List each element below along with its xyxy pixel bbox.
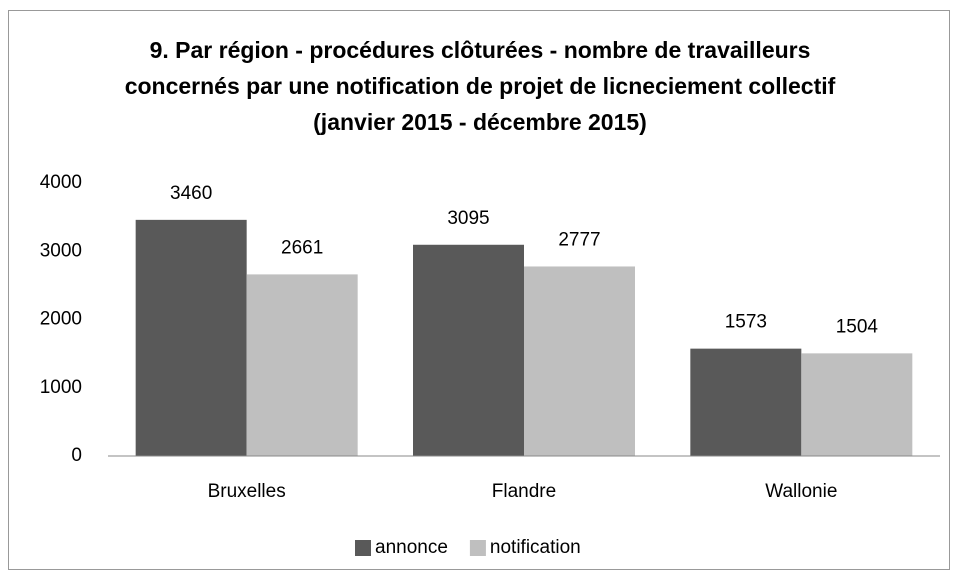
x-tick-label: Flandre xyxy=(492,481,556,502)
x-tick-label: Wallonie xyxy=(765,481,837,502)
x-tick-label: Bruxelles xyxy=(208,481,286,502)
y-tick-label: 1000 xyxy=(40,377,82,398)
chart-border xyxy=(8,10,950,570)
legend-swatch xyxy=(355,540,371,556)
bar xyxy=(690,348,802,456)
chart-title: 9. Par région - procédures clôturées - n… xyxy=(124,37,836,135)
legend-label: notification xyxy=(490,537,581,558)
data-label: 2777 xyxy=(558,229,600,250)
data-label: 3095 xyxy=(447,208,489,229)
legend-label: annonce xyxy=(375,537,448,558)
bar xyxy=(524,266,635,456)
data-label: 2661 xyxy=(281,237,323,258)
bar xyxy=(246,274,358,456)
y-tick-label: 3000 xyxy=(40,240,82,261)
bar xyxy=(801,353,913,456)
bar xyxy=(135,219,247,456)
y-tick-label: 2000 xyxy=(40,309,82,330)
y-tick-label: 4000 xyxy=(40,172,82,193)
data-label: 1504 xyxy=(836,316,879,337)
data-label: 1573 xyxy=(725,312,767,333)
data-label: 3460 xyxy=(170,183,212,204)
y-tick-label: 0 xyxy=(71,445,82,466)
bar xyxy=(413,244,524,456)
legend-swatch xyxy=(469,540,486,556)
